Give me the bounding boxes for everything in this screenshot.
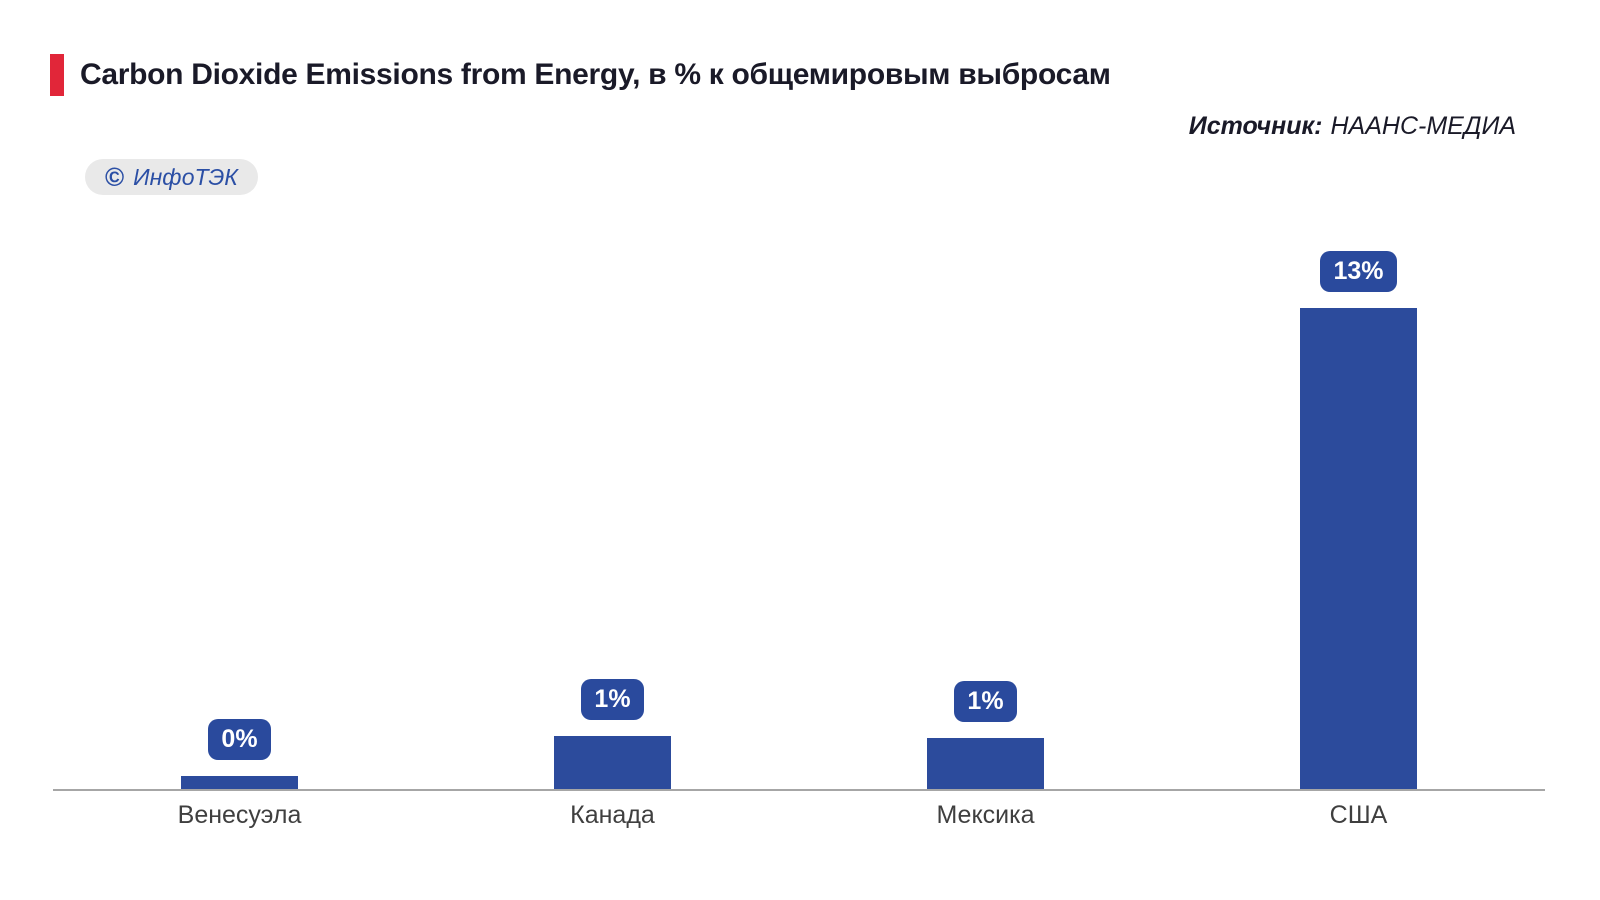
bar-mexico bbox=[927, 738, 1044, 789]
source-label: Источник: bbox=[1188, 112, 1323, 140]
x-tick-label-mexico: Мексика bbox=[936, 801, 1035, 829]
infotek-watermark-badge: © ИнфоТЭК bbox=[85, 159, 258, 195]
x-tick-label-venezuela: Венесуэла bbox=[177, 801, 302, 829]
source-line: Источник: НААНС-МЕДИА bbox=[1189, 112, 1516, 141]
bar-group-canada: 1% bbox=[426, 200, 799, 789]
title-accent-bar bbox=[50, 54, 64, 96]
bar-group-venezuela: 0% bbox=[53, 200, 426, 789]
copyright-icon: © bbox=[105, 162, 125, 192]
bar-chart: 0% 1% 1% 13% Венесуэла Канада Мексика СШ… bbox=[53, 200, 1545, 830]
chart-title: Carbon Dioxide Emissions from Energy, в … bbox=[80, 58, 1111, 91]
bar-venezuela bbox=[181, 776, 298, 789]
source-value: НААНС-МЕДИА bbox=[1330, 112, 1517, 140]
value-badge-venezuela: 0% bbox=[208, 719, 271, 760]
bar-group-usa: 13% bbox=[1172, 200, 1545, 789]
chart-header: Carbon Dioxide Emissions from Energy, в … bbox=[50, 54, 1111, 96]
value-badge-usa: 13% bbox=[1320, 251, 1397, 292]
plot-area: 0% 1% 1% 13% bbox=[53, 200, 1545, 789]
bar-usa bbox=[1300, 308, 1417, 789]
bar-canada bbox=[554, 736, 671, 789]
value-badge-mexico: 1% bbox=[954, 681, 1017, 722]
watermark-text: ИнфоТЭК bbox=[133, 163, 238, 190]
x-tick-label-usa: США bbox=[1329, 801, 1388, 829]
value-badge-canada: 1% bbox=[581, 679, 644, 720]
x-axis-labels: Венесуэла Канада Мексика США bbox=[53, 791, 1545, 830]
bar-group-mexico: 1% bbox=[799, 200, 1172, 789]
x-axis-line bbox=[53, 789, 1545, 791]
x-tick-label-canada: Канада bbox=[570, 801, 655, 829]
